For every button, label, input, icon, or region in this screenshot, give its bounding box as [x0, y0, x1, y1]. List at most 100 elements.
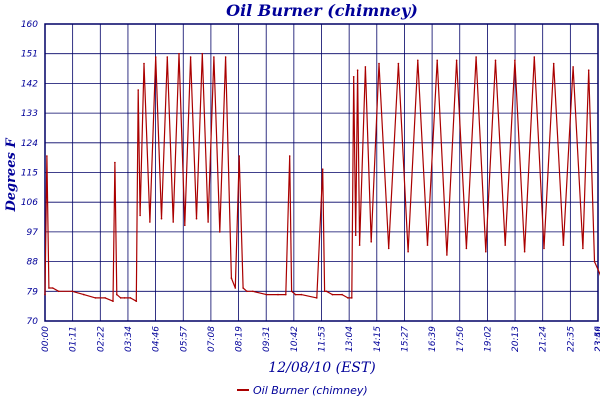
data-point	[543, 247, 545, 250]
x-tick-label: 02:22	[96, 326, 106, 352]
y-tick-label: 160	[21, 20, 38, 30]
data-point	[224, 56, 227, 58]
y-tick-label: 151	[21, 50, 38, 60]
data-point	[189, 56, 192, 58]
plot-area	[44, 23, 599, 322]
data-point	[94, 297, 97, 299]
data-point	[71, 290, 73, 293]
data-point	[465, 247, 468, 250]
data-point	[494, 59, 497, 62]
data-point	[234, 287, 237, 289]
data-point	[364, 66, 367, 68]
data-point	[351, 297, 353, 299]
data-point	[354, 234, 357, 236]
x-tick-label: 11:53	[318, 326, 328, 352]
data-point	[341, 293, 343, 296]
data-point	[325, 290, 328, 293]
data-point	[294, 293, 297, 296]
data-point	[321, 168, 324, 170]
data-point	[104, 297, 106, 299]
data-point	[356, 69, 359, 71]
data-point	[593, 260, 596, 263]
x-tick-label: 19:02	[483, 326, 493, 352]
x-tick-label: 23:59	[594, 326, 600, 352]
data-point	[277, 293, 279, 296]
y-tick-label: 124	[21, 139, 38, 149]
data-point	[426, 244, 429, 246]
y-tick-label: 133	[21, 109, 38, 119]
data-point	[160, 217, 163, 220]
data-point	[475, 56, 477, 58]
data-point	[533, 56, 536, 58]
data-point	[288, 155, 291, 157]
data-point	[290, 290, 293, 293]
data-point	[172, 221, 174, 223]
y-tick-label: 97	[27, 228, 39, 238]
x-tick-label: 23:46	[594, 326, 600, 352]
data-point	[201, 52, 204, 55]
data-point	[387, 247, 390, 250]
legend-label: Oil Burner (chimney)	[253, 384, 368, 397]
data-point	[112, 300, 114, 303]
data-point	[323, 290, 326, 293]
data-point	[207, 221, 209, 223]
x-tick-label: 09:31	[262, 326, 272, 352]
x-tick-label: 08:19	[235, 326, 245, 352]
data-point	[154, 56, 157, 58]
data-point	[316, 297, 318, 299]
x-tick-label: 07:08	[207, 326, 217, 352]
data-point	[514, 59, 516, 62]
data-point	[238, 155, 240, 157]
data-point	[562, 244, 565, 246]
data-point	[378, 62, 380, 65]
data-point	[230, 277, 233, 279]
y-tick-label: 79	[27, 287, 39, 297]
data-point	[265, 293, 268, 296]
data-point	[407, 250, 409, 253]
data-point	[44, 293, 46, 296]
data-point	[129, 297, 132, 299]
data-point	[149, 221, 151, 223]
data-point	[195, 217, 198, 220]
data-point	[219, 231, 221, 233]
x-tick-label: 22:35	[566, 326, 576, 352]
data-point	[331, 293, 334, 296]
data-point	[184, 224, 186, 227]
data-point	[123, 297, 126, 299]
x-tick-labels: 00:00 01:11 02:22 03:34 04:46 05:57 07:08 08:19…	[41, 326, 600, 352]
y-tick-label: 70	[27, 317, 39, 327]
data-point	[572, 66, 574, 68]
data-point	[485, 250, 487, 253]
x-tick-label: 01:11	[69, 326, 79, 352]
data-point	[119, 297, 122, 299]
data-point	[166, 56, 169, 58]
data-point	[52, 287, 54, 289]
x-axis-title: 12/08/10 (EST)	[268, 360, 375, 376]
data-point	[417, 59, 419, 62]
x-tick-label: 21:24	[539, 326, 549, 352]
data-point	[213, 56, 215, 58]
data-point	[446, 254, 448, 256]
y-tick-label: 88	[27, 258, 39, 268]
data-point	[48, 287, 50, 289]
data-point	[178, 52, 180, 55]
x-tick-label: 05:57	[179, 326, 189, 352]
x-tick-label: 20:13	[511, 326, 521, 352]
data-point	[455, 59, 458, 62]
data-point	[114, 161, 116, 164]
data-point	[358, 244, 361, 246]
y-tick-label: 106	[21, 198, 38, 208]
data-point	[83, 293, 85, 296]
data-point	[397, 62, 400, 65]
x-tick-label: 14:15	[373, 326, 383, 352]
data-point	[246, 290, 248, 293]
data-point	[504, 244, 507, 246]
data-point	[57, 290, 60, 293]
series-layer	[44, 52, 600, 303]
data-point	[143, 62, 145, 65]
y-tick-label: 142	[21, 79, 38, 89]
data-point	[139, 214, 141, 217]
x-tick-label: 17:50	[456, 326, 466, 352]
x-tick-label: 10:42	[290, 326, 300, 352]
